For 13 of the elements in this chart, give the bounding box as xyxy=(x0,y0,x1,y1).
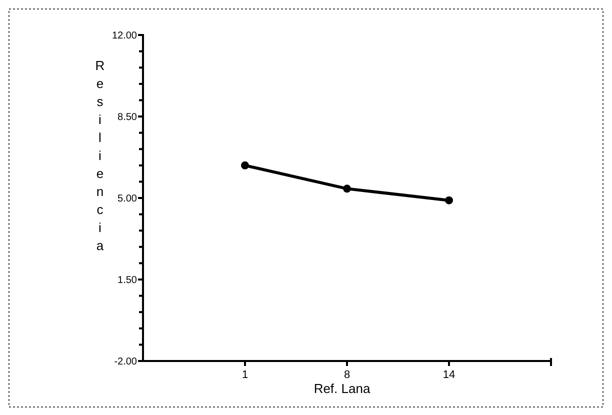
x-tick-label: 8 xyxy=(344,369,350,381)
point xyxy=(343,184,351,193)
y-tick-label: 5.00 xyxy=(118,194,138,204)
x-axis-title: Ref. Lana xyxy=(314,381,371,396)
text: Resiliencia xyxy=(95,58,105,253)
y-tick-label: 1.50 xyxy=(118,275,138,286)
point xyxy=(445,196,453,204)
point xyxy=(241,161,249,170)
x-tick-label: 1 xyxy=(242,369,248,381)
y-tick-label: 12.00 xyxy=(112,30,138,42)
y-tick-label: 8.50 xyxy=(118,112,138,123)
y-tick-label: -2.00 xyxy=(114,356,138,368)
x-tick-label: 14 xyxy=(442,369,456,381)
